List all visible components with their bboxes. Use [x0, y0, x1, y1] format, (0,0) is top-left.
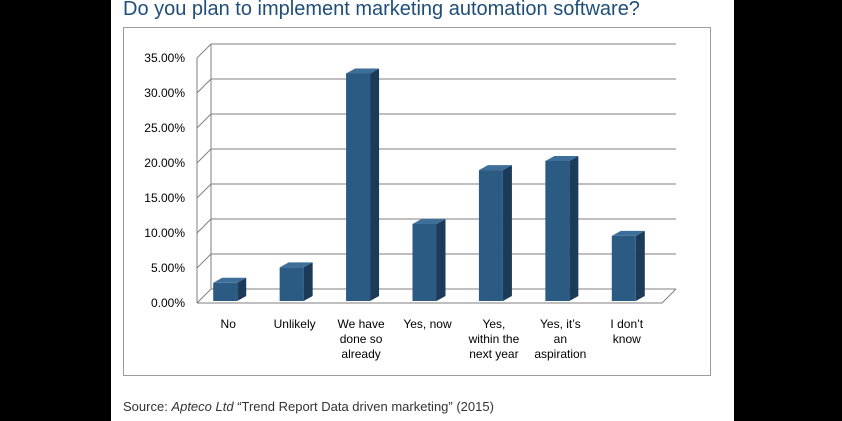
bar-top: [279, 262, 313, 268]
chart-panel: Do you plan to implement marketing autom…: [111, 0, 734, 421]
x-category-label-line: No: [221, 317, 237, 331]
bar-chart: 0.00% 5.00% 10.00% 15.00% 20.00% 25.00% 30.00%…: [144, 43, 677, 361]
bar-front: [478, 170, 503, 301]
bars: [213, 68, 645, 301]
source-report: “Trend Report Data driven marketing” (20…: [233, 399, 494, 414]
x-category-label-line: Yes,: [482, 317, 505, 331]
gridline-side: [196, 253, 212, 269]
bar-side: [303, 262, 313, 301]
x-category-label-line: within the: [468, 332, 520, 346]
x-category-label-line: Unlikely: [274, 317, 316, 331]
x-category-label: I don’t know: [610, 317, 643, 346]
x-category-label-line: Yes, it’s: [540, 317, 581, 331]
y-tick-label: 30.00%: [144, 86, 185, 100]
gridline-side: [196, 43, 212, 59]
gridline-side: [196, 288, 212, 304]
bar-side: [569, 156, 579, 301]
x-category-label: Yes, within the next year: [468, 317, 520, 361]
x-category-label-line: done so: [340, 332, 383, 346]
x-category-label-line: an: [554, 332, 567, 346]
x-category-label: No: [221, 317, 237, 331]
source-prefix: Source:: [123, 399, 172, 414]
bar-front: [611, 235, 636, 301]
x-category-label-line: already: [341, 347, 380, 361]
x-category-label: Unlikely: [274, 317, 316, 331]
source-note: Source: Apteco Ltd “Trend Report Data dr…: [123, 399, 494, 414]
gridline-side: [196, 218, 212, 234]
gridline-side: [196, 78, 212, 94]
gridline-side: [196, 148, 212, 164]
bar-top: [412, 219, 446, 224]
x-category-label-line: know: [613, 332, 641, 346]
x-category-labels: No Unlikely We have done so already Yes, now Y…: [221, 317, 644, 361]
axes: [196, 44, 677, 304]
bar: [611, 230, 645, 301]
bar: [545, 156, 579, 301]
bar: [213, 277, 247, 301]
x-category-label-line: Yes, now: [403, 317, 452, 331]
bar-side: [370, 68, 380, 301]
y-tick-label: 5.00%: [151, 261, 185, 275]
x-category-label-line: I don’t: [610, 317, 643, 331]
bar: [346, 68, 380, 301]
x-category-label-line: next year: [469, 347, 518, 361]
bar-top: [611, 230, 645, 236]
bar-side: [635, 230, 645, 301]
bar: [478, 165, 512, 301]
source-organization: Apteco Ltd: [171, 399, 234, 414]
bar-front: [213, 282, 238, 301]
y-tick-label: 25.00%: [144, 121, 185, 135]
chart-title: Do you plan to implement marketing autom…: [123, 0, 640, 20]
bar: [279, 262, 313, 301]
bar-side: [502, 165, 512, 301]
y-tick-label: 10.00%: [144, 226, 185, 240]
y-tick-label: 15.00%: [144, 191, 185, 205]
gridline-side: [196, 183, 212, 199]
chart-frame: 0.00% 5.00% 10.00% 15.00% 20.00% 25.00% 30.00%…: [123, 27, 711, 376]
x-category-label: We have done so already: [338, 317, 385, 361]
x-category-label: Yes, it’s an aspiration: [534, 317, 586, 361]
y-tick-label: 20.00%: [144, 156, 185, 170]
bar-front: [279, 267, 304, 301]
x-category-label-line: We have: [338, 317, 385, 331]
y-tick-label: 35.00%: [144, 51, 185, 65]
bar-top: [545, 156, 579, 161]
x-category-label: Yes, now: [403, 317, 452, 331]
y-tick-labels: 0.00% 5.00% 10.00% 15.00% 20.00% 25.00% 30.00%…: [144, 51, 185, 310]
bar-top: [213, 277, 247, 283]
bar-side: [436, 219, 446, 301]
gridline-side: [196, 113, 212, 129]
floor-edge: [197, 288, 677, 304]
y-tick-label: 0.00%: [151, 296, 185, 310]
bar-top: [478, 165, 512, 171]
bar-top: [346, 68, 380, 74]
x-category-label-line: aspiration: [534, 347, 586, 361]
bar: [412, 219, 446, 301]
bar-front: [545, 161, 570, 301]
bar-side: [237, 277, 247, 301]
bar-front: [412, 224, 437, 301]
bar-front: [346, 73, 371, 301]
